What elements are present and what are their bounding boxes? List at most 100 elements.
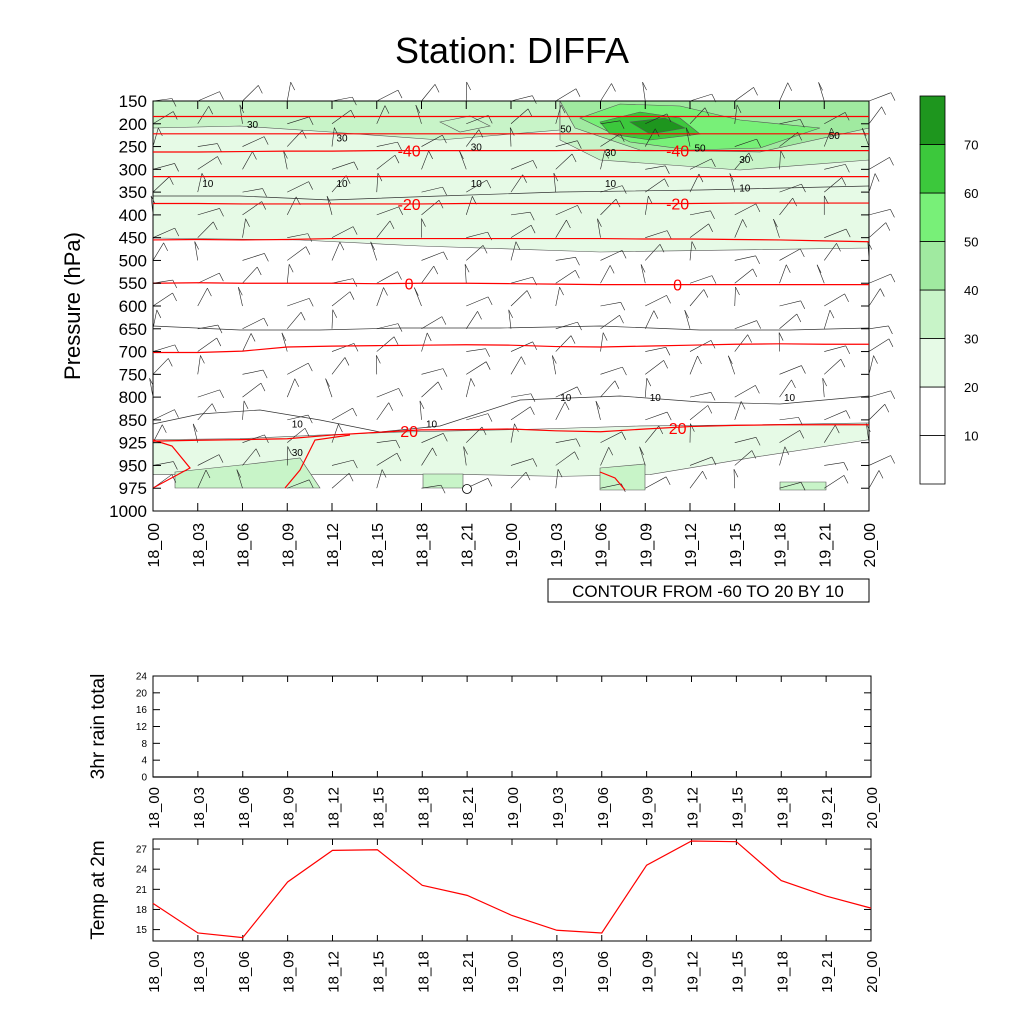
wind-barb bbox=[466, 179, 487, 193]
wind-barb bbox=[510, 393, 531, 398]
wind-barb-flag bbox=[611, 83, 616, 92]
wind-speed-contour bbox=[152, 395, 870, 433]
station-marker bbox=[462, 484, 472, 494]
x-tick-label: 19_06 bbox=[595, 951, 612, 993]
colorbar-box bbox=[919, 289, 946, 339]
wind-barb bbox=[861, 127, 870, 147]
x-tick-label: 18_09 bbox=[280, 523, 297, 568]
y-tick-label: 8 bbox=[141, 739, 147, 750]
x-tick-label: 19_15 bbox=[728, 523, 745, 568]
wind-barb bbox=[331, 161, 355, 170]
wind-barb-flag bbox=[666, 411, 672, 421]
wind-barb bbox=[331, 242, 341, 261]
wind-barb-flag bbox=[711, 94, 717, 103]
wind-barb-flag bbox=[219, 208, 224, 217]
wind-barb-flag bbox=[217, 156, 222, 165]
wind-barb bbox=[645, 178, 665, 193]
wind-barb bbox=[867, 241, 870, 261]
wind-barb bbox=[466, 231, 488, 238]
wind-barb-flag bbox=[440, 485, 446, 494]
wind-barb bbox=[287, 233, 308, 238]
x-tick-label: 19_15 bbox=[729, 787, 746, 829]
wind-barb-flag bbox=[575, 88, 581, 97]
wind-barb-flag bbox=[646, 378, 652, 387]
wind-barb-flag bbox=[595, 400, 601, 410]
wind-barb bbox=[287, 116, 310, 125]
wind-barb-flag bbox=[353, 459, 358, 469]
wind-barb bbox=[197, 469, 207, 489]
x-tick-label: 19_21 bbox=[819, 951, 836, 993]
y-tick-label: 600 bbox=[119, 297, 147, 316]
wind-barb-flag bbox=[219, 389, 224, 399]
wind-barb bbox=[466, 348, 486, 352]
wind-barb-flag bbox=[798, 417, 803, 426]
wind-barb-flag bbox=[432, 447, 437, 457]
temperature-contour-line bbox=[599, 471, 626, 491]
wind-barb-flag bbox=[208, 106, 214, 115]
wind-barb bbox=[242, 266, 258, 284]
wind-barb-flag bbox=[780, 150, 785, 159]
wind-barb bbox=[600, 120, 621, 125]
wind-barb bbox=[689, 107, 706, 124]
wind-barb-flag bbox=[786, 264, 791, 273]
wind-barb-flag bbox=[264, 253, 269, 262]
wind-barb bbox=[824, 475, 845, 489]
wind-barb bbox=[197, 324, 219, 330]
wind-barb-flag bbox=[640, 264, 646, 273]
x-tick-label: 19_00 bbox=[505, 787, 522, 829]
colorbar: 10 20 30 40 50 60 70 bbox=[919, 95, 978, 485]
wind-barb bbox=[331, 357, 346, 375]
x-tick-label: 18_03 bbox=[191, 523, 208, 568]
x-tick-label: 18_00 bbox=[146, 787, 163, 829]
wind-barb-flag bbox=[260, 382, 266, 392]
wind-barb-flag bbox=[168, 358, 173, 367]
wind-barb-flag bbox=[174, 409, 179, 418]
y-tick-label: 700 bbox=[119, 343, 147, 362]
wind-barb bbox=[555, 438, 577, 443]
wind-barb bbox=[242, 369, 264, 375]
colorbar-box bbox=[919, 95, 946, 145]
wind-barb bbox=[734, 219, 743, 238]
wind-barb-flag bbox=[608, 447, 614, 456]
wind-barb bbox=[152, 292, 173, 307]
x-tick-label: 18_12 bbox=[326, 951, 343, 993]
x-tick-label: 18_00 bbox=[146, 951, 163, 993]
wind-barb bbox=[644, 310, 655, 329]
wind-barb bbox=[287, 130, 303, 147]
wind-barb-flag bbox=[216, 337, 222, 347]
temperature-contour-label: -40 bbox=[398, 144, 421, 161]
wind-barb-flag bbox=[514, 423, 519, 432]
wind-barb-flag bbox=[470, 378, 476, 387]
wind-barb-flag bbox=[829, 310, 835, 319]
wind-barb-flag bbox=[485, 361, 491, 370]
y-tick-label: 450 bbox=[119, 229, 147, 248]
wind-barb-flag bbox=[352, 96, 357, 106]
y-tick-label: 21 bbox=[136, 885, 148, 896]
wind-barb-flag bbox=[752, 268, 758, 278]
wind-barb-flag bbox=[622, 366, 627, 376]
wind-barb-flag bbox=[219, 272, 224, 282]
x-tick-label: 19_18 bbox=[774, 951, 791, 993]
wind-barb-flag bbox=[867, 241, 873, 250]
wind-barb bbox=[510, 290, 528, 307]
y-tick-label: 550 bbox=[119, 274, 147, 293]
wind-barb-flag bbox=[577, 386, 582, 395]
wind-barb-flag bbox=[426, 332, 432, 342]
wind-barb bbox=[645, 230, 668, 238]
wind-barb-flag bbox=[348, 473, 354, 482]
wind-barb bbox=[868, 106, 882, 124]
temperature-contour-line bbox=[284, 434, 351, 489]
wind-barb-flag bbox=[236, 469, 242, 478]
x-tick-label: 19_21 bbox=[819, 787, 836, 829]
wind-barb bbox=[555, 321, 578, 330]
wind-barb bbox=[421, 368, 444, 375]
wind-barb bbox=[152, 111, 174, 125]
wind-barb-flag bbox=[642, 81, 647, 91]
colorbar-label: 20 bbox=[964, 380, 978, 395]
wind-barb-flag bbox=[756, 320, 762, 329]
wind-barb-flag bbox=[332, 309, 338, 318]
y-tick-label: 15 bbox=[136, 925, 148, 936]
wind-barb-flag bbox=[530, 225, 536, 234]
colorbar-box bbox=[919, 435, 946, 485]
wind-speed-label: 10 bbox=[426, 420, 438, 431]
